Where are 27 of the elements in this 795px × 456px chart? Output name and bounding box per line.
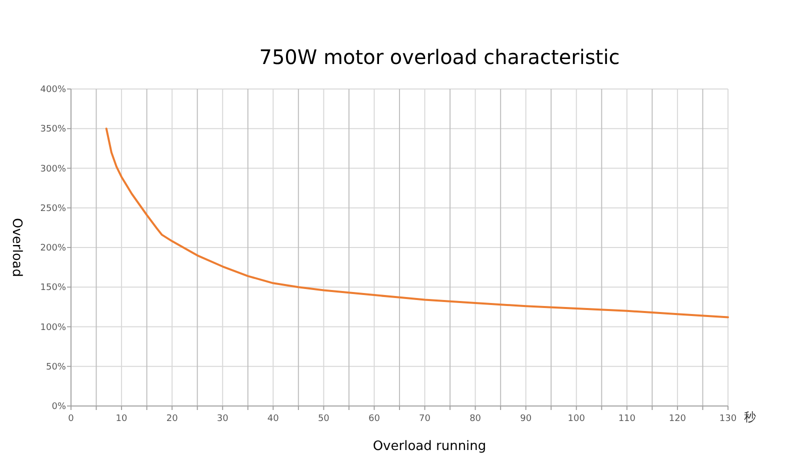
x-tick-label: 40 — [267, 414, 280, 424]
x-tick-label: 10 — [116, 414, 128, 424]
x-tick-label: 30 — [216, 414, 229, 424]
chart-title: 750W motor overload characteristic — [259, 45, 620, 69]
x-tick-label: 60 — [368, 414, 380, 424]
x-tick-label: 100 — [568, 414, 586, 424]
text: 秒 — [744, 410, 756, 424]
y-tick-label: 50% — [46, 362, 66, 372]
y-tick-label: 250% — [40, 204, 66, 214]
y-tick-label: 150% — [40, 283, 66, 294]
x-tick-label: 0 — [68, 414, 74, 424]
x-tick-label: 110 — [618, 414, 636, 424]
x-axis-title: Overload running — [372, 439, 486, 454]
y-tick-label: 300% — [40, 164, 66, 174]
y-axis-title: Overload — [9, 218, 24, 278]
x-tick-label: 80 — [470, 414, 482, 424]
x-tick-label: 120 — [668, 414, 686, 424]
x-tick-label: 50 — [318, 414, 330, 424]
x-tick-label: 90 — [520, 414, 532, 424]
y-tick-label: 350% — [40, 124, 66, 135]
y-tick-label: 400% — [40, 85, 66, 95]
y-tick-label: 200% — [40, 244, 66, 254]
y-tick-label: 0% — [52, 402, 66, 412]
x-tick-label: 20 — [166, 414, 178, 424]
x-tick-label: 70 — [419, 414, 431, 424]
x-tick-label: 130 — [719, 414, 737, 424]
y-tick-label: 100% — [40, 322, 66, 333]
